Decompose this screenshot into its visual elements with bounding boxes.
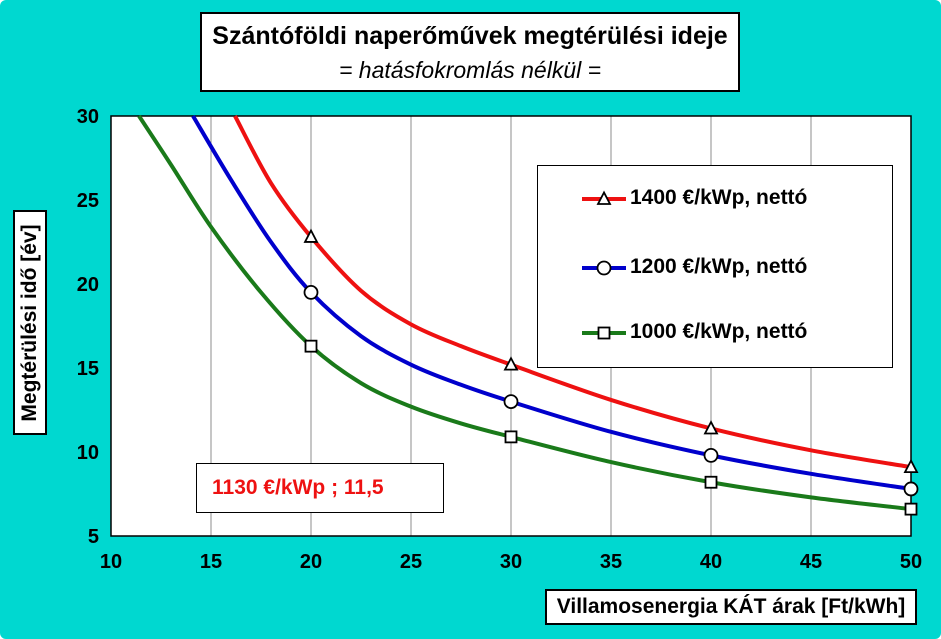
legend-marker-circle	[582, 260, 626, 276]
legend-label-1400: 1400 €/kWp, nettó	[630, 186, 808, 209]
data-point-2-1	[504, 430, 518, 444]
chart-title: Szántóföldi naperőművek megtérülési idej…	[212, 22, 728, 50]
data-point-0-0	[303, 228, 319, 243]
series-line-2	[137, 114, 912, 512]
series-line-1	[191, 114, 912, 491]
legend-item-1000: 1000 €/kWp, nettó	[580, 318, 880, 348]
y-tick-label-10: 10	[77, 442, 99, 464]
legend-marker-triangle	[582, 190, 626, 205]
series-layer	[137, 114, 919, 516]
x-tick-label-25: 25	[400, 551, 422, 573]
legend-symbol-1	[596, 260, 612, 276]
data-point-2-0	[304, 339, 318, 353]
data-point-2-2	[704, 475, 718, 489]
x-tick-label-50: 50	[900, 551, 922, 573]
data-point-1-0	[303, 284, 319, 300]
x-tick-label-30: 30	[500, 551, 522, 573]
legend-label-1000: 1000 €/kWp, nettó	[630, 320, 808, 343]
data-point-1-2	[703, 447, 719, 463]
legend-symbol-2	[597, 326, 611, 340]
x-axis-label: Villamosenergia KÁT árak [Ft/kWh]	[545, 589, 917, 625]
data-point-1-3	[903, 481, 919, 497]
legend-marker-square	[582, 326, 626, 340]
y-axis-label: Megtérülési idő [év]	[18, 223, 41, 422]
y-axis-label-box: Megtérülési idő [év]	[13, 210, 47, 435]
annotation-text: 1130 €/kWp ; 11,5	[212, 476, 384, 499]
x-tick-label-10: 10	[100, 551, 122, 573]
y-tick-label-5: 5	[88, 526, 99, 548]
annotation-box: 1130 €/kWp ; 11,5	[196, 463, 444, 513]
series-line-0	[233, 115, 912, 470]
y-tick-label-20: 20	[77, 274, 99, 296]
x-tick-label-40: 40	[700, 551, 722, 573]
x-tick-label-15: 15	[200, 551, 222, 573]
legend-label-1200: 1200 €/kWp, nettó	[630, 255, 808, 278]
y-tick-label-15: 15	[77, 358, 99, 380]
title-box: Szántóföldi naperőművek megtérülési idej…	[200, 12, 740, 92]
x-tick-label-35: 35	[600, 551, 622, 573]
chart-subtitle: = hatásfokromlás nélkül =	[338, 57, 602, 83]
data-point-0-3	[903, 458, 919, 474]
x-tick-label-45: 45	[800, 551, 822, 573]
x-tick-label-20: 20	[300, 551, 322, 573]
legend-item-1400: 1400 €/kWp, nettó	[580, 184, 880, 214]
legend-symbol-0	[596, 190, 612, 205]
y-tick-label-25: 25	[77, 190, 99, 212]
data-point-1-1	[503, 394, 519, 410]
legend: 1400 €/kWp, nettó 1200 €/kWp, nettó 1000…	[537, 165, 893, 368]
plot-border	[110, 115, 912, 537]
data-point-0-1	[503, 356, 519, 371]
y-tick-label-30: 30	[77, 106, 99, 128]
data-point-2-3	[904, 502, 918, 516]
data-point-0-2	[703, 420, 719, 435]
legend-item-1200: 1200 €/kWp, nettó	[580, 253, 880, 283]
